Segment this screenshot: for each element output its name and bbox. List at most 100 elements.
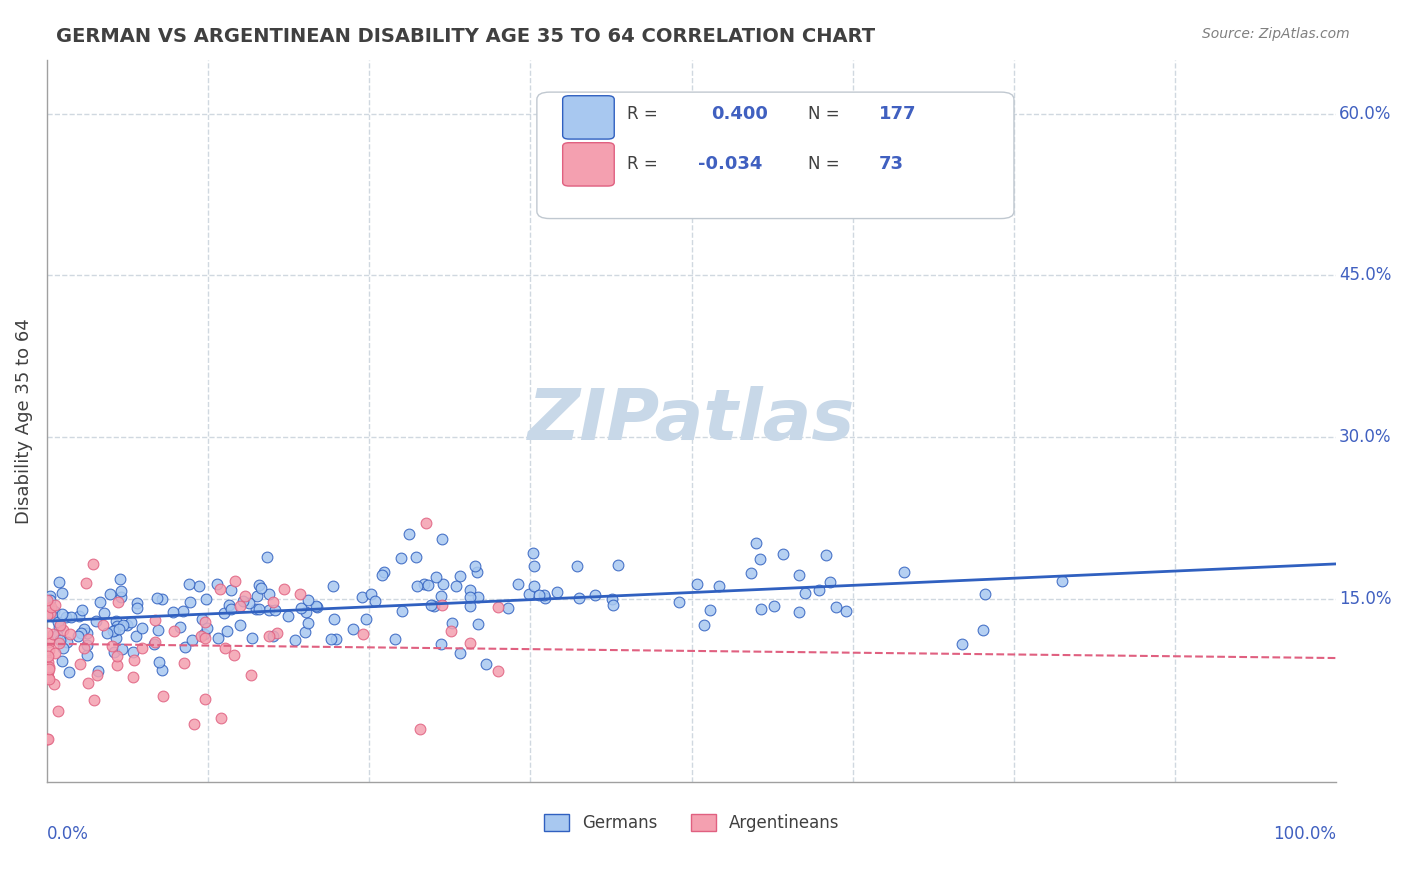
Point (808, 583, 831, 598)
Point (893, 565, 915, 579)
Point (217, 624, 239, 638)
Point (56, 635, 79, 649)
Point (83, 693, 105, 707)
Point (142, 637, 165, 651)
Point (125, 601, 148, 615)
Point (692, 618, 714, 632)
Point (218, 598, 240, 612)
Point (432, 577, 454, 591)
Point (245, 602, 267, 616)
Point (37, 656, 59, 670)
Point (110, 590, 132, 604)
Point (209, 711, 232, 725)
Point (96, 626, 118, 640)
Point (772, 547, 794, 561)
Point (183, 716, 205, 731)
Point (486, 599, 509, 614)
Point (373, 565, 395, 579)
Point (749, 551, 772, 566)
Point (264, 603, 287, 617)
Point (322, 579, 344, 593)
Point (325, 632, 347, 647)
Point (222, 648, 245, 663)
Point (37, 606, 59, 620)
Point (290, 587, 312, 601)
Point (972, 624, 994, 638)
Point (496, 600, 519, 615)
Point (240, 668, 263, 682)
Point (131, 640, 153, 655)
Point (44, 599, 66, 613)
Point (787, 568, 810, 582)
Point (89, 595, 111, 609)
Text: ZIPatlas: ZIPatlas (527, 386, 855, 455)
Point (38, 643, 60, 657)
Point (508, 577, 530, 591)
Point (240, 632, 263, 646)
Point (190, 629, 212, 643)
Point (246, 589, 269, 603)
Point (76, 648, 98, 662)
Point (52, 640, 75, 655)
Text: N =: N = (807, 155, 839, 173)
Point (93, 606, 115, 620)
Point (787, 605, 810, 619)
Point (517, 587, 540, 601)
Point (191, 612, 214, 626)
Text: 45.0%: 45.0% (1339, 267, 1392, 285)
Point (449, 646, 471, 660)
Point (825, 599, 848, 614)
Point (51, 607, 73, 622)
Point (152, 689, 174, 703)
Point (37, 648, 59, 663)
Point (108, 572, 131, 586)
Point (162, 605, 184, 619)
Point (214, 640, 236, 655)
Point (125, 596, 148, 610)
Point (103, 645, 125, 659)
Point (458, 590, 481, 604)
Point (148, 655, 170, 669)
Point (208, 582, 231, 596)
Point (247, 577, 270, 591)
Point (39, 600, 62, 615)
Text: N =: N = (807, 104, 839, 123)
Point (110, 583, 132, 598)
Point (475, 657, 498, 672)
Text: R =: R = (627, 104, 658, 123)
Point (389, 550, 412, 565)
Point (194, 615, 217, 629)
Point (952, 637, 974, 651)
Point (342, 622, 364, 636)
Point (177, 576, 200, 591)
Legend: Germans, Argentineans: Germans, Argentineans (537, 807, 846, 838)
Text: 73: 73 (879, 155, 904, 173)
Point (48, 636, 70, 650)
Point (294, 624, 316, 639)
Point (257, 628, 280, 642)
Point (297, 616, 319, 631)
Point (49, 632, 72, 647)
FancyBboxPatch shape (562, 143, 614, 186)
Point (44, 677, 66, 691)
Point (76, 626, 98, 640)
Point (122, 653, 145, 667)
Point (120, 615, 142, 630)
Point (112, 618, 135, 632)
Point (277, 608, 299, 623)
Point (150, 664, 173, 678)
Point (51, 654, 73, 668)
Point (48, 618, 70, 632)
Point (449, 569, 471, 583)
Point (84, 614, 107, 628)
Point (405, 549, 427, 564)
Point (82, 558, 104, 572)
Point (420, 598, 443, 612)
Point (146, 623, 169, 637)
Point (294, 605, 316, 619)
Point (69, 657, 91, 671)
Point (76, 638, 98, 652)
Point (76, 675, 98, 690)
Point (305, 600, 328, 615)
Point (174, 640, 197, 655)
